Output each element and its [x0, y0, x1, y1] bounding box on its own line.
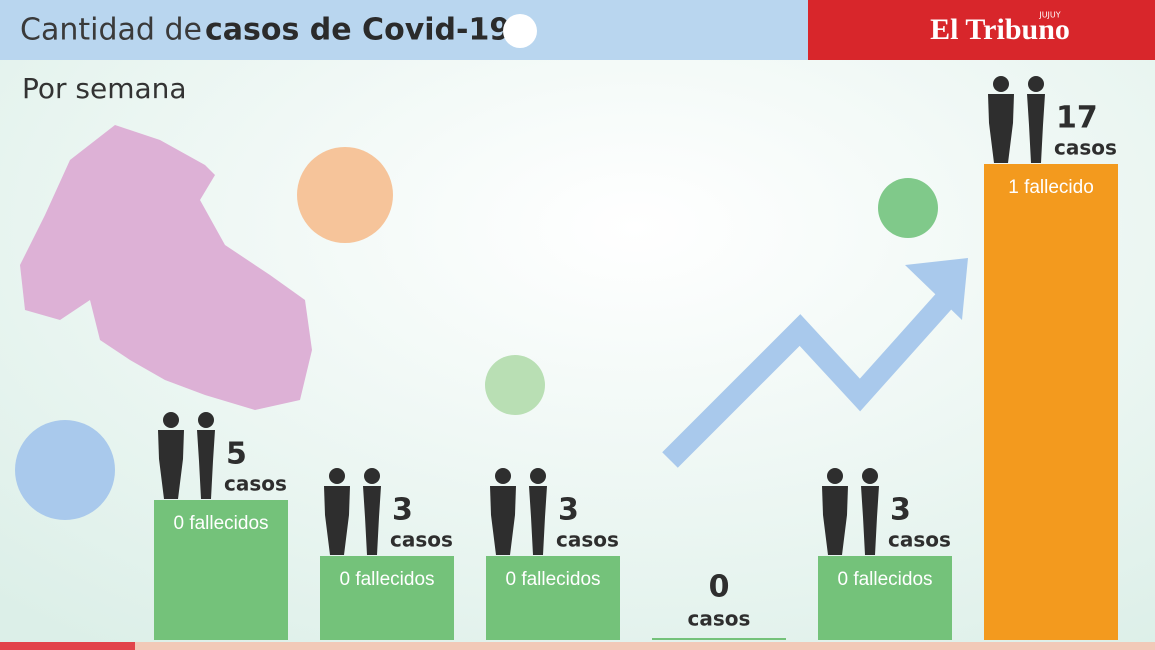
value-label: 17 — [1056, 101, 1098, 136]
bar-label: 0 fallecidos — [173, 513, 268, 534]
bar — [486, 556, 620, 640]
header-bar — [0, 0, 808, 60]
bar — [652, 638, 786, 640]
bottom-strip-accent — [0, 642, 135, 650]
people-icon — [197, 412, 215, 499]
chart-title: Cantidad de — [20, 13, 202, 48]
people-icon-part — [364, 468, 380, 484]
chart-title-bold: casos de Covid-19 — [205, 13, 510, 48]
trend-arrow-head — [905, 258, 968, 320]
people-icon-part — [822, 486, 848, 555]
unit-label: casos — [888, 528, 951, 552]
unit-label: casos — [1054, 136, 1117, 160]
bar-label: 0 fallecidos — [339, 569, 434, 590]
people-icon — [1027, 76, 1045, 163]
people-icon-part — [529, 486, 547, 555]
people-icon — [822, 468, 848, 555]
people-icon-part — [827, 468, 843, 484]
bar — [320, 556, 454, 640]
value-label: 3 — [392, 493, 413, 528]
people-icon — [861, 468, 879, 555]
people-icon-part — [862, 468, 878, 484]
virus-decoration — [15, 147, 938, 520]
people-icon-part — [363, 486, 381, 555]
value-label: 5 — [226, 437, 247, 472]
unit-label: casos — [556, 528, 619, 552]
map — [20, 125, 312, 410]
brand: El Tribuno — [930, 13, 1070, 46]
people-icon-part — [861, 486, 879, 555]
people-icon-part — [1027, 94, 1045, 163]
value-label: 0 — [709, 570, 730, 605]
people-icon-part — [158, 430, 184, 499]
unit-label: casos — [390, 528, 453, 552]
people-icon — [988, 76, 1014, 163]
bottom-strip — [0, 642, 1155, 650]
bar — [154, 500, 288, 640]
bar-label: 0 fallecidos — [837, 569, 932, 590]
people-icon-part — [1028, 76, 1044, 92]
people-icon — [324, 468, 350, 555]
people-icon — [490, 468, 516, 555]
people-icon-part — [197, 430, 215, 499]
people-icon — [529, 468, 547, 555]
people-icon-part — [530, 468, 546, 484]
bar — [818, 556, 952, 640]
trend-arrow — [662, 292, 954, 468]
brand-region: JUJUY — [1038, 11, 1060, 20]
brand-bar — [808, 0, 1155, 60]
unit-label: casos — [224, 472, 287, 496]
unit-label: casos — [688, 607, 751, 631]
people-icon-part — [329, 468, 345, 484]
people-icon-part — [993, 76, 1009, 92]
bar-label: 0 fallecidos — [505, 569, 600, 590]
people-icon-part — [198, 412, 214, 428]
people-icon-part — [324, 486, 350, 555]
bar — [984, 164, 1118, 640]
subtitle: Por semana — [22, 72, 187, 105]
people-icon — [158, 412, 184, 499]
people-icon-part — [163, 412, 179, 428]
people-icon — [363, 468, 381, 555]
people-icon-part — [495, 468, 511, 484]
people-icon-part — [490, 486, 516, 555]
value-label: 3 — [890, 493, 911, 528]
value-label: 3 — [558, 493, 579, 528]
header-virus — [503, 14, 537, 48]
bar-label: 1 fallecido — [1008, 177, 1094, 198]
people-icon-part — [988, 94, 1014, 163]
